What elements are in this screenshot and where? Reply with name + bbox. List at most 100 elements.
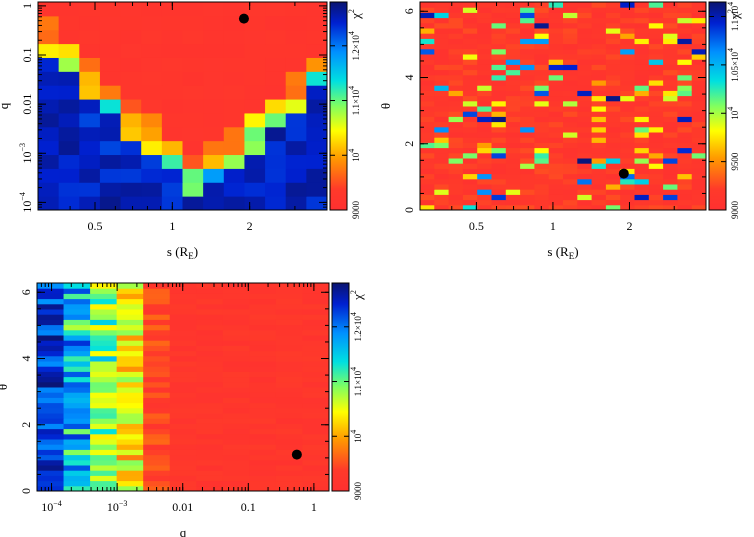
heatmap-cell	[116, 340, 144, 346]
heatmap-cell	[462, 28, 478, 34]
heatmap-cell	[563, 100, 578, 107]
heatmap-cell	[265, 168, 287, 183]
heatmap-cell	[491, 28, 507, 34]
heatmap-cell	[534, 100, 550, 107]
heatmap-cell	[462, 137, 478, 143]
heatmap-cell	[534, 158, 550, 164]
heatmap-cell	[548, 59, 564, 65]
heatmap-cell	[90, 376, 118, 383]
heatmap-cell	[222, 444, 250, 450]
heatmap-cell	[491, 116, 507, 123]
heatmap-cell	[548, 54, 564, 60]
heatmap-cell	[477, 100, 492, 107]
heatmap-cell	[534, 184, 550, 190]
heatmap-cell	[116, 413, 144, 419]
heatmap-cell	[477, 168, 492, 175]
heatmap-cell	[691, 121, 707, 128]
heatmap-cell	[275, 433, 303, 440]
heatmap-cell	[63, 293, 91, 300]
heatmap-cell	[491, 194, 507, 201]
heatmap-cell	[302, 475, 330, 482]
heatmap-cell	[141, 112, 163, 128]
heatmap-cell	[663, 204, 678, 211]
heatmap-cell	[505, 137, 521, 143]
heatmap-cell	[275, 407, 303, 414]
heatmap-cell	[37, 397, 65, 404]
heatmap-cell	[491, 17, 507, 24]
heatmap-cell	[37, 355, 65, 362]
heatmap-cell	[58, 71, 80, 86]
heatmap-cell	[143, 454, 171, 461]
heatmap-cell	[462, 85, 478, 91]
heatmap-cell	[37, 387, 65, 393]
heatmap-cell	[37, 366, 65, 372]
heatmap-cell	[169, 480, 197, 487]
heatmap-cell	[285, 2, 307, 17]
heatmap-cell	[37, 371, 65, 378]
heatmap-cell	[534, 48, 550, 55]
heatmap-cell	[169, 288, 197, 294]
heatmap-cell	[620, 184, 635, 190]
heatmap-cell	[434, 173, 450, 180]
heatmap-cell	[620, 59, 635, 65]
heatmap-cell	[462, 189, 478, 195]
heatmap-cell	[691, 80, 707, 86]
heatmap-cell	[677, 132, 693, 138]
heatmap-cell	[491, 184, 507, 190]
heatmap-cell	[38, 112, 60, 128]
heatmap-cell	[143, 324, 171, 331]
heatmap-cell	[434, 194, 450, 201]
heatmap-cell	[491, 38, 507, 45]
heatmap-cell	[58, 99, 80, 114]
heatmap-cell	[434, 184, 450, 190]
heatmap-cell	[591, 54, 607, 60]
colorbar-tick-label: 1.05×104	[726, 48, 740, 82]
heatmap-cell	[434, 199, 450, 206]
heatmap-cell	[99, 99, 122, 114]
heatmap-cell	[420, 28, 435, 34]
heatmap-cell	[58, 182, 80, 197]
heatmap-cell	[477, 2, 492, 8]
heatmap-cell	[63, 335, 91, 341]
heatmap-cell	[90, 366, 118, 372]
heatmap-cell	[677, 173, 693, 180]
heatmap-cell	[591, 43, 607, 50]
heatmap-cell	[37, 283, 65, 289]
heatmap-cell	[520, 7, 535, 13]
heatmap-cell	[169, 444, 197, 450]
heatmap-cell	[275, 475, 303, 482]
heatmap-cell	[222, 309, 250, 315]
heatmap-cell	[591, 137, 607, 143]
colorbar-title: χ2	[347, 9, 363, 20]
heatmap-cell	[691, 106, 707, 112]
y-tick-label: 0.01	[20, 94, 34, 115]
heatmap-cell	[505, 74, 521, 81]
heatmap-cell	[577, 132, 593, 138]
heatmap-cell	[182, 85, 204, 100]
y-tick-label: 6	[19, 289, 33, 295]
heatmap-cell	[648, 137, 664, 143]
heatmap-cell	[563, 111, 578, 117]
heatmap-cell	[677, 137, 693, 143]
heatmap-cell	[169, 485, 197, 492]
heatmap-cell	[38, 85, 60, 100]
heatmap-cell	[591, 132, 607, 138]
heatmap-cell	[462, 54, 478, 60]
heatmap-cell	[143, 439, 171, 445]
colorbar: 9000 104 1.1×104 1.2×104 χ2	[329, 1, 363, 219]
heatmap-cell	[116, 335, 144, 341]
heatmap-cell	[663, 7, 678, 13]
heatmap-cell	[591, 189, 607, 195]
heatmap-cell	[691, 111, 707, 117]
heatmap-cell	[677, 126, 693, 133]
heatmap-cell	[99, 154, 122, 169]
heatmap-cell	[591, 111, 607, 117]
heatmap-cell	[302, 444, 330, 450]
heatmap-cell	[591, 80, 607, 86]
heatmap-cell	[37, 340, 65, 346]
heatmap-cell	[420, 199, 435, 206]
heatmap-cell	[63, 444, 91, 450]
heatmap-cell	[591, 22, 607, 29]
heatmap-cell	[116, 376, 144, 383]
